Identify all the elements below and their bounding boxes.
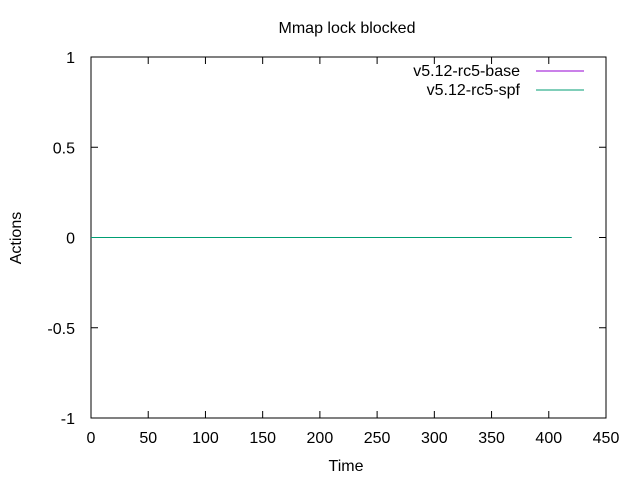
legend-label: v5.12-rc5-spf bbox=[427, 82, 521, 99]
x-tick-label: 300 bbox=[421, 430, 448, 447]
x-axis-title: Time bbox=[329, 458, 364, 475]
legend-label: v5.12-rc5-base bbox=[413, 63, 520, 80]
x-tick-label: 450 bbox=[593, 430, 620, 447]
y-tick-label: 0.5 bbox=[53, 140, 75, 157]
y-tick-label: -0.5 bbox=[47, 321, 75, 338]
x-tick-label: 200 bbox=[307, 430, 334, 447]
x-tick-label: 50 bbox=[139, 430, 157, 447]
y-tick-label: -1 bbox=[61, 411, 75, 428]
axis-ticks bbox=[90, 56, 607, 419]
x-tick-label: 350 bbox=[478, 430, 505, 447]
y-tick-label: 0 bbox=[66, 231, 75, 248]
x-tick-label: 0 bbox=[87, 430, 96, 447]
x-tick-label: 250 bbox=[364, 430, 391, 447]
chart-title: Mmap lock blocked bbox=[279, 20, 416, 37]
x-tick-label: 100 bbox=[192, 430, 219, 447]
y-axis-title: Actions bbox=[8, 212, 25, 264]
legend: v5.12-rc5-base v5.12-rc5-spf bbox=[413, 63, 584, 99]
axis-tick-labels: 0 50 100 150 200 250 300 350 400 450 1 0.5 0 -0.5 -1 bbox=[47, 50, 619, 447]
y-tick-label: 1 bbox=[66, 50, 75, 67]
x-tick-label: 150 bbox=[249, 430, 276, 447]
x-tick-label: 400 bbox=[535, 430, 562, 447]
